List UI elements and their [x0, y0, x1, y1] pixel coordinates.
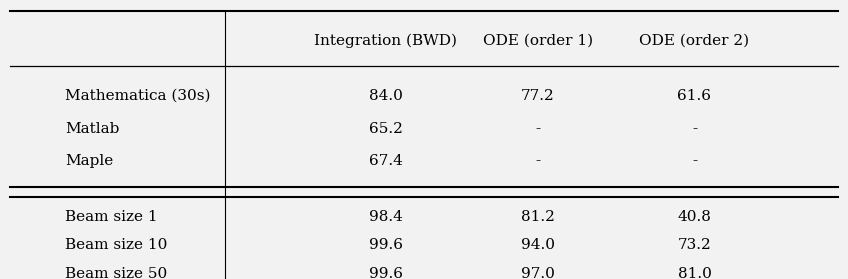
Text: 61.6: 61.6	[678, 89, 711, 103]
Text: 40.8: 40.8	[678, 210, 711, 224]
Text: Mathematica (30s): Mathematica (30s)	[64, 89, 210, 103]
Text: 73.2: 73.2	[678, 238, 711, 252]
Text: -: -	[692, 122, 697, 136]
Text: 81.2: 81.2	[522, 210, 555, 224]
Text: Maple: Maple	[64, 155, 113, 169]
Text: -: -	[692, 155, 697, 169]
Text: ODE (order 1): ODE (order 1)	[483, 33, 593, 47]
Text: Matlab: Matlab	[64, 122, 120, 136]
Text: 65.2: 65.2	[369, 122, 403, 136]
Text: ODE (order 2): ODE (order 2)	[639, 33, 750, 47]
Text: Beam size 50: Beam size 50	[64, 267, 167, 279]
Text: Beam size 10: Beam size 10	[64, 238, 167, 252]
Text: -: -	[536, 155, 541, 169]
Text: Integration (BWD): Integration (BWD)	[315, 33, 457, 48]
Text: 81.0: 81.0	[678, 267, 711, 279]
Text: 99.6: 99.6	[369, 238, 403, 252]
Text: 94.0: 94.0	[522, 238, 555, 252]
Text: 97.0: 97.0	[522, 267, 555, 279]
Text: Beam size 1: Beam size 1	[64, 210, 158, 224]
Text: 84.0: 84.0	[369, 89, 403, 103]
Text: -: -	[536, 122, 541, 136]
Text: 99.6: 99.6	[369, 267, 403, 279]
Text: 98.4: 98.4	[369, 210, 403, 224]
Text: 77.2: 77.2	[522, 89, 555, 103]
Text: 67.4: 67.4	[369, 155, 403, 169]
